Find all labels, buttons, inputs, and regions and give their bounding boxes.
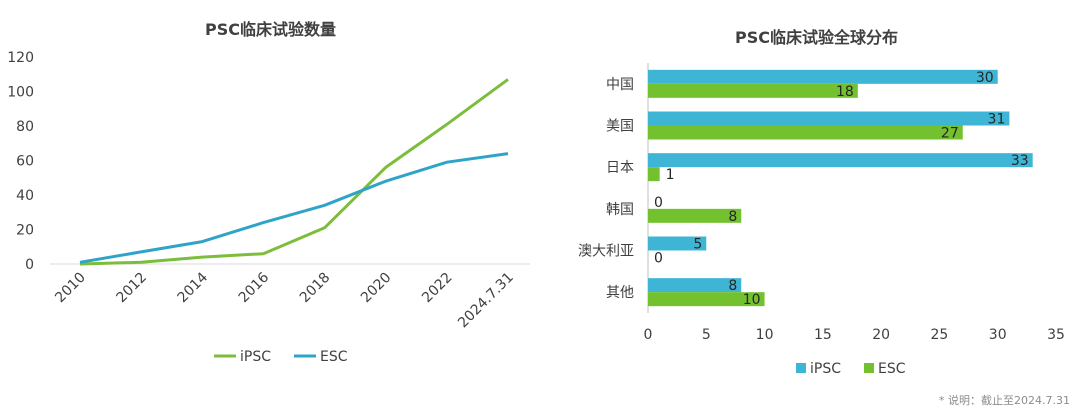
- bar-ipsc: [648, 111, 1010, 126]
- bar-ipsc: [648, 278, 742, 293]
- x-tick-label: 0: [644, 327, 653, 343]
- x-tick-label: 2018: [297, 270, 334, 307]
- line-chart-title: PSC临床试验数量: [205, 20, 336, 39]
- bar-esc: [648, 208, 742, 223]
- x-tick-label: 2020: [358, 270, 395, 307]
- legend-swatch: [864, 363, 874, 373]
- x-tick-label: 15: [814, 327, 832, 343]
- bar-esc: [648, 83, 858, 98]
- data-label: 31: [988, 112, 1006, 128]
- y-tick-label: 20: [16, 223, 34, 239]
- legend-label: iPSC: [810, 361, 841, 377]
- category-label: 澳大利亚: [578, 244, 634, 260]
- x-tick-label: 2014: [175, 269, 212, 306]
- line-chart: 0 20 40 60 80 100 120 2010 2012 2014 2016 2018 2020 2…: [7, 50, 530, 365]
- x-tick-label: 20: [872, 327, 890, 343]
- series-line-ipsc: [79, 78, 509, 266]
- bar-esc: [648, 125, 963, 140]
- bar-esc: [648, 292, 765, 307]
- bar-esc: [648, 167, 660, 182]
- legend-label: ESC: [320, 349, 348, 365]
- x-tick-label: 2010: [52, 270, 89, 307]
- bar-chart-legend: iPSC ESC: [796, 361, 906, 377]
- x-tick-label: 5: [702, 327, 711, 343]
- data-label: 30: [976, 70, 994, 86]
- category-label: 日本: [606, 160, 634, 176]
- legend-label: iPSC: [240, 349, 271, 365]
- x-tick-label: 10: [756, 327, 774, 343]
- line-chart-legend: iPSC ESC: [214, 349, 348, 365]
- data-label: 1: [666, 167, 675, 183]
- data-label: 0: [654, 195, 663, 211]
- x-tick-label: 30: [989, 327, 1007, 343]
- bar-ipsc: [648, 69, 998, 84]
- bar-ipsc: [648, 153, 1033, 168]
- footnote: * 说明：截止至2024.7.31: [939, 394, 1070, 407]
- x-tick-label: 2012: [113, 270, 150, 307]
- x-tick-label: 2022: [419, 270, 456, 307]
- y-tick-label: 0: [25, 257, 34, 273]
- data-label: 10: [743, 292, 761, 308]
- category-label: 美国: [606, 119, 634, 135]
- y-tick-label: 40: [16, 188, 34, 204]
- data-label: 8: [728, 278, 737, 294]
- y-tick-label: 80: [16, 119, 34, 135]
- data-label: 27: [941, 126, 959, 142]
- data-label: 8: [728, 209, 737, 225]
- bar-chart: 0 5 10 15 20 25 30 35 中国 30 18 美国 31 27 日本 33 1 韩国 0 8 澳大利亚 5…: [578, 63, 1065, 377]
- legend-label: ESC: [878, 361, 906, 377]
- data-label: 18: [836, 84, 854, 100]
- category-label: 其他: [606, 285, 634, 301]
- bar-chart-panel: PSC临床试验全球分布 0 5 10 15 20 25 30 35 中国 30 18 美国 31 27 日本…: [540, 0, 1080, 416]
- y-tick-label: 120: [7, 50, 34, 66]
- x-tick-label: 35: [1047, 327, 1065, 343]
- bar-ipsc: [648, 236, 707, 251]
- data-label: 33: [1011, 153, 1029, 169]
- category-label: 韩国: [606, 202, 634, 218]
- data-label: 5: [693, 237, 702, 253]
- bar-chart-title: PSC临床试验全球分布: [735, 28, 898, 47]
- category-label: 中国: [606, 77, 634, 93]
- x-tick-label: 2024.7.31: [455, 270, 517, 332]
- x-tick-label: 2016: [236, 269, 273, 306]
- x-tick-label: 25: [931, 327, 949, 343]
- y-tick-label: 100: [7, 85, 34, 101]
- y-tick-label: 60: [16, 154, 34, 170]
- series-line-esc: [79, 152, 509, 264]
- line-chart-panel: PSC临床试验数量 0 20 40 60 80 100 120 2010 2012 2014 201…: [7, 20, 530, 365]
- legend-swatch: [796, 363, 806, 373]
- data-label: 0: [654, 251, 663, 267]
